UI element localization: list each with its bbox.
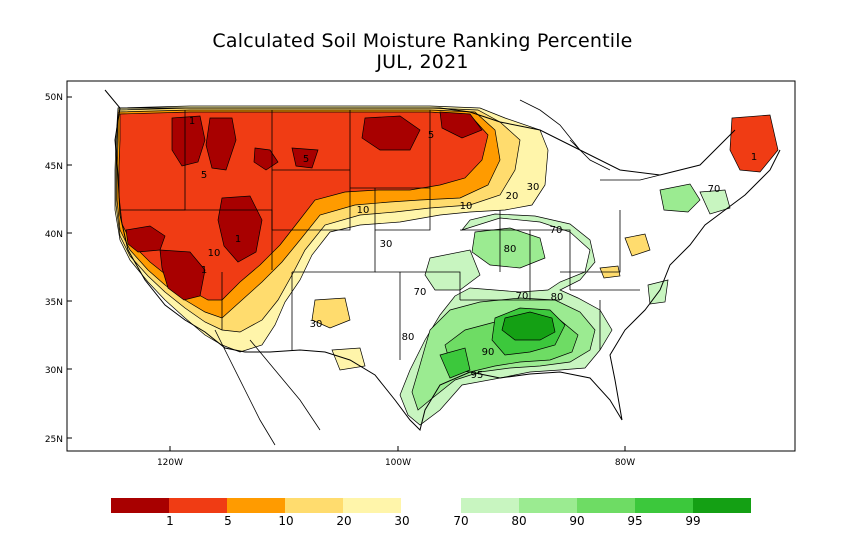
legend-tick-20: 20 [336,514,352,528]
lat-label-40n: 40N [45,230,63,240]
map-field [104,89,781,446]
contour-label: 5 [201,170,207,181]
contour-labels: 1 1 1 1 5 5 5 10 10 10 20 30 30 30 70 70… [189,116,757,381]
dry-patch-northeast [729,114,779,173]
legend-dry-swatch-3 [227,498,285,513]
contour-label: 80 [504,244,517,255]
contour-label: 1 [751,152,757,163]
lat-label-45n: 45N [45,162,63,172]
legend-dry-swatch-4 [285,498,343,513]
legend-bar-dry [111,498,401,513]
mexico-coast [214,329,321,446]
contour-label: 30 [380,239,393,250]
legend-tick-80: 80 [511,514,527,528]
contour-label: 1 [189,116,195,127]
chart-subtitle: JUL, 2021 [376,51,469,73]
legend-wet-swatch-4 [635,498,693,513]
lon-label-80w: 80W [615,458,635,468]
contour-label: 95 [471,370,484,381]
contour-label: 5 [428,130,434,141]
legend-wet-swatch-1 [461,498,519,513]
legend-wet-swatch-2 [519,498,577,513]
lon-label-120w: 120W [157,458,183,468]
lat-label-35n: 35N [45,298,63,308]
lat-label-25n: 25N [45,435,63,445]
great-lakes [519,99,661,181]
contour-label: 10 [460,201,473,212]
lat-label-50n: 50N [45,93,63,103]
contour-label: 70 [708,184,721,195]
contour-label: 5 [303,154,309,165]
dry-patch-southwest [311,297,351,329]
legend-bar-wet [461,498,751,513]
wet-zone-99 [501,311,556,341]
contour-label: 80 [402,332,415,343]
lon-labels: 120W 100W 80W [157,458,635,468]
contour-label: 1 [235,234,241,245]
coastline [104,89,781,431]
wet-patch-ne [659,183,701,213]
legend-wet-swatch-3 [577,498,635,513]
legend-tick-95: 95 [627,514,643,528]
canada-border [118,107,736,176]
legend-wet-swatch-5 [693,498,751,513]
contour-label: 1 [201,265,207,276]
dry-zone-1 [125,111,769,301]
legend-dry-swatch-2 [169,498,227,513]
contour-label: 90 [482,347,495,358]
legend-tick-99: 99 [685,514,701,528]
legend-tick-90: 90 [569,514,585,528]
wet-patch-ne2 [699,189,731,215]
chart-title: Calculated Soil Moisture Ranking Percent… [212,30,633,52]
legend-tick-5: 5 [224,514,232,528]
contour-label: 30 [527,182,540,193]
contour-label: 80 [551,292,564,303]
contour-label: 10 [357,205,370,216]
legend-tick-1: 1 [166,514,174,528]
lat-labels: 50N 45N 40N 35N 30N 25N [45,93,63,445]
legend-tick-30: 30 [394,514,410,528]
lat-label-30n: 30N [45,366,63,376]
contour-label: 20 [506,191,519,202]
lon-label-100w: 100W [385,458,411,468]
legend-tick-70: 70 [453,514,469,528]
lat-ticks [67,96,626,451]
contour-label: 70 [550,225,563,236]
contour-label: 70 [414,287,427,298]
state-borders [120,110,640,360]
contour-label: 30 [310,319,323,330]
contour-label: 10 [208,248,221,259]
dry-patch-va [624,233,651,257]
contour-label: 70 [516,291,529,302]
legend-tick-10: 10 [278,514,294,528]
legend-dry-swatch-5 [343,498,401,513]
legend-dry-swatch-1 [111,498,169,513]
